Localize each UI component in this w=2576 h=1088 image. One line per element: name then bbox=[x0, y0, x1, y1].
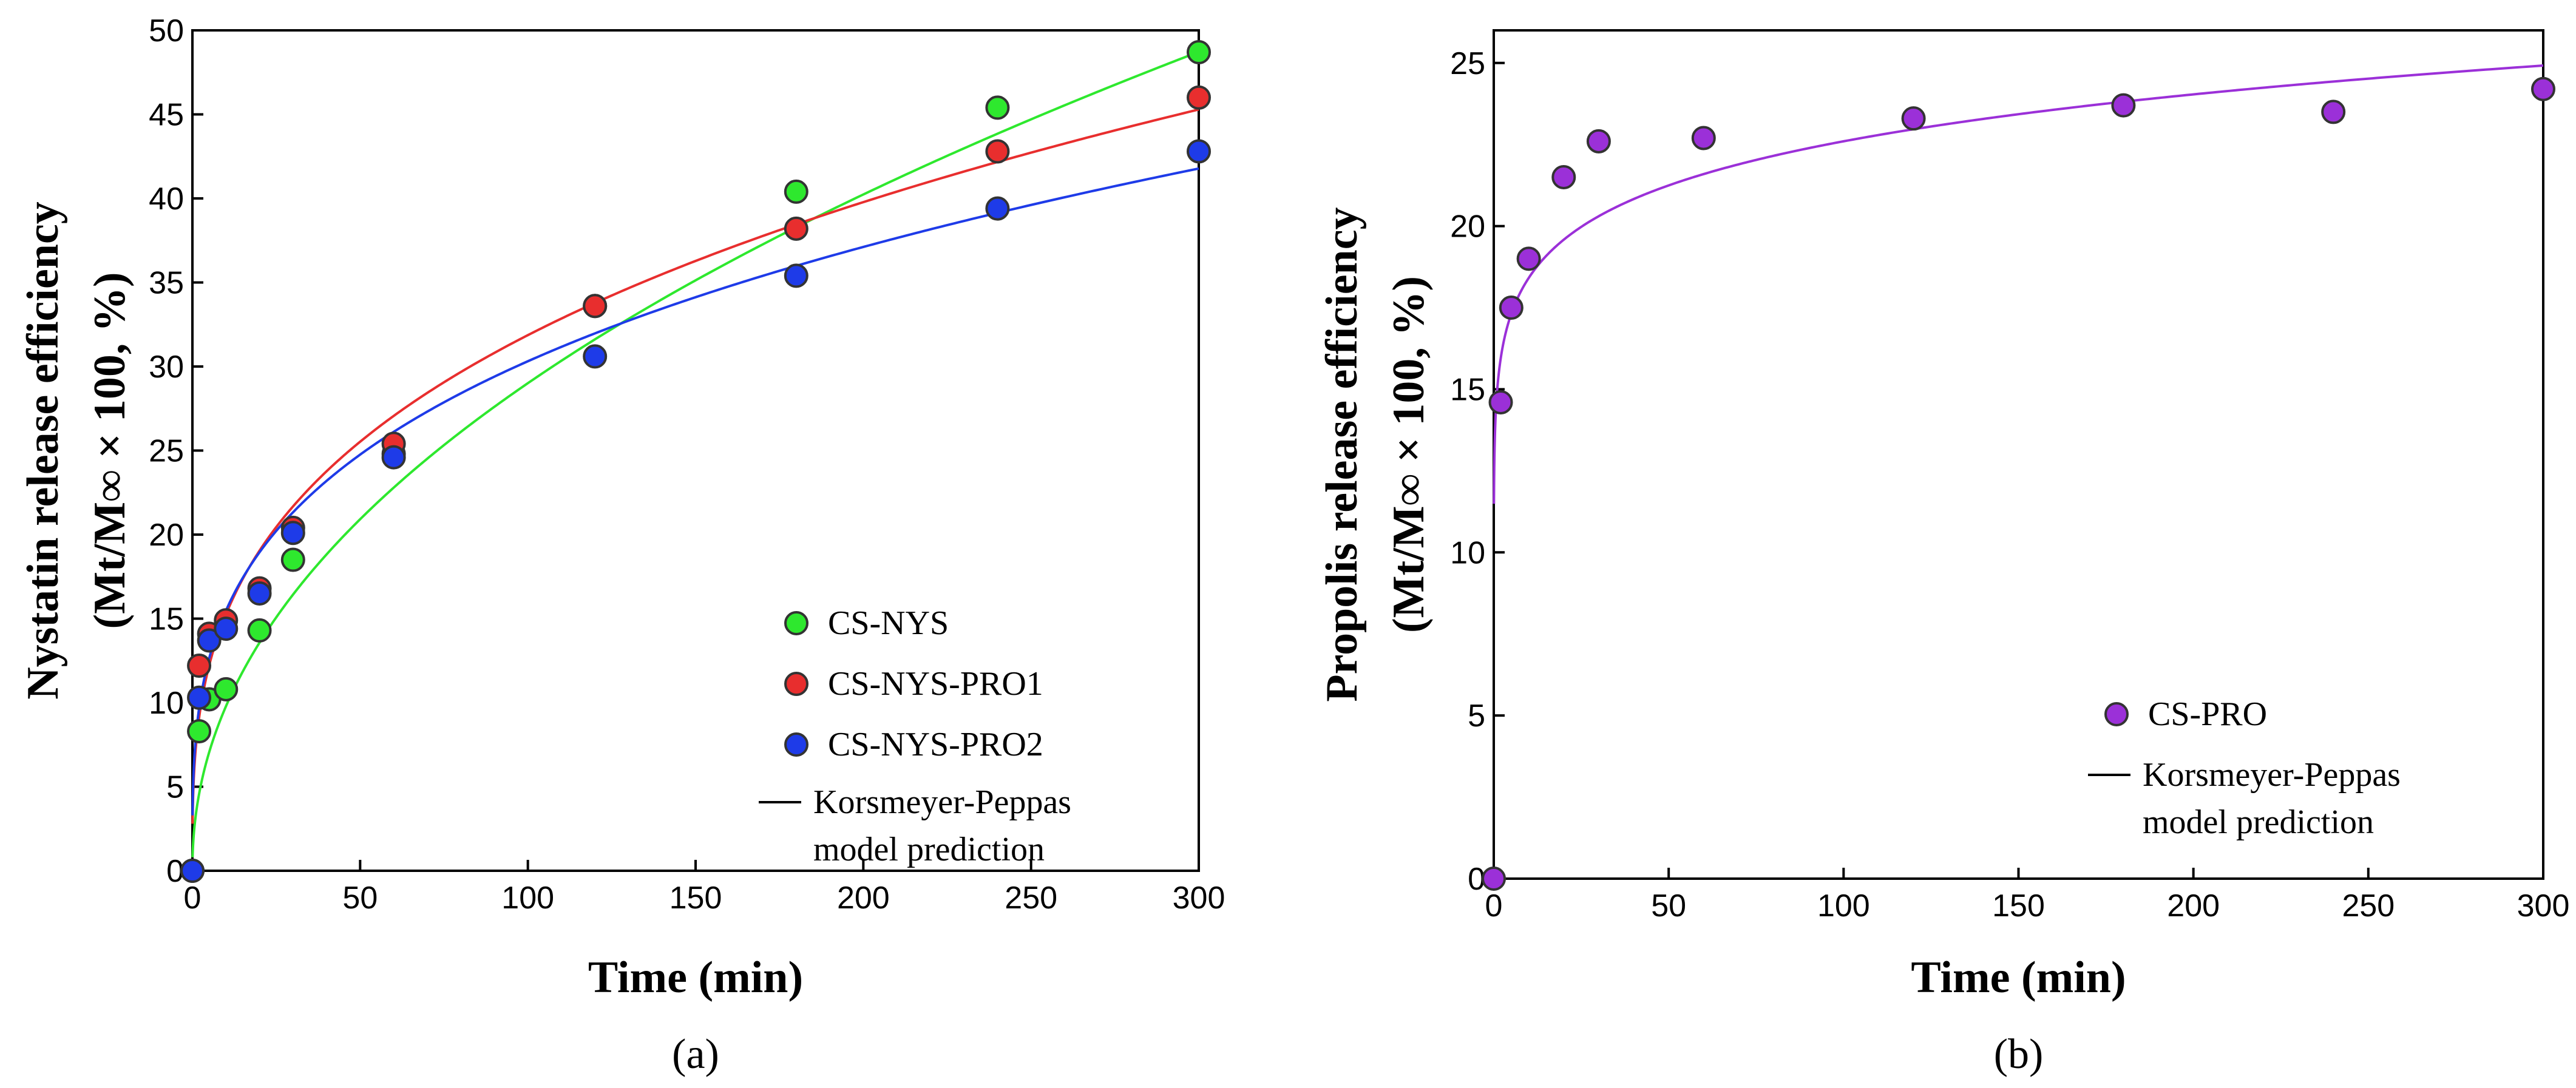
y-tick-label: 30 bbox=[149, 350, 184, 385]
y-tick-label: 35 bbox=[149, 266, 184, 301]
data-point-cs-pro bbox=[1516, 246, 1541, 271]
y-tick-label: 5 bbox=[166, 770, 184, 805]
y-tick-label: 5 bbox=[1468, 698, 1485, 734]
data-point-cs-nys bbox=[187, 719, 212, 744]
panel-a-chart: 0 50 100 150 200 250 30005101520253035404550Ti… bbox=[18, 13, 1225, 1078]
legend: CS-PRO Korsmeyer-Peppas model prediction bbox=[2088, 695, 2401, 841]
data-point-cs-nys-pro2 bbox=[214, 617, 239, 641]
x-tick-label: 200 bbox=[837, 880, 890, 916]
x-tick-label: 300 bbox=[2517, 888, 2570, 924]
data-point-cs-nys-pro2 bbox=[247, 581, 272, 606]
y-tick-label: 20 bbox=[1450, 209, 1485, 245]
y-tick-label: 25 bbox=[149, 434, 184, 469]
y-tick-label: 45 bbox=[149, 98, 184, 133]
x-axis-title: Time (min) bbox=[1911, 953, 2126, 1002]
fit-curve-cs-pro bbox=[1493, 64, 2544, 504]
y-axis-title: Propolis release efficiency bbox=[1317, 207, 1367, 701]
legend-label: CS-NYS-PRO1 bbox=[828, 665, 1043, 703]
y-axis-subtitle: (Mt/M∞ × 100, %) bbox=[85, 272, 135, 629]
legend: CS-NYS CS-NYS-PRO1 CS-NYS-PRO2 Korsmeyer-Pe… bbox=[759, 604, 1071, 868]
x-tick-label: 0 bbox=[1485, 888, 1503, 924]
data-point-cs-pro bbox=[2531, 76, 2555, 101]
y-axis-subtitle: (Mt/M∞ × 100, %) bbox=[1384, 276, 1434, 633]
panel-label: (a) bbox=[672, 1031, 719, 1078]
data-point-cs-nys-pro2 bbox=[280, 521, 305, 546]
y-tick-label: 15 bbox=[149, 602, 184, 637]
data-point-cs-pro bbox=[1901, 106, 1926, 131]
legend-marker bbox=[2104, 702, 2129, 726]
data-point-cs-nys-pro2 bbox=[784, 263, 808, 288]
x-tick-label: 100 bbox=[1817, 888, 1870, 924]
legend-model-label: Korsmeyer-Peppas bbox=[2143, 756, 2401, 794]
y-tick-label: 15 bbox=[1450, 372, 1485, 407]
y-tick-label: 25 bbox=[1450, 46, 1485, 81]
legend-label: CS-PRO bbox=[2148, 695, 2267, 733]
y-tick-label: 50 bbox=[149, 13, 184, 49]
data-point-cs-nys bbox=[247, 618, 272, 643]
y-tick-label: 10 bbox=[149, 686, 184, 721]
data-point-cs-nys-pro2 bbox=[1187, 139, 1211, 164]
x-tick-label: 200 bbox=[2167, 888, 2220, 924]
data-point-cs-pro bbox=[1499, 296, 1524, 320]
x-tick-label: 250 bbox=[1005, 880, 1057, 916]
data-point-cs-pro bbox=[1488, 390, 1513, 414]
legend-label: CS-NYS bbox=[828, 604, 949, 642]
data-point-cs-pro bbox=[1586, 129, 1611, 154]
legend-marker bbox=[784, 672, 808, 696]
plot-frame bbox=[191, 29, 1200, 872]
data-point-cs-nys-pro1 bbox=[583, 294, 608, 319]
data-point-cs-pro bbox=[1551, 164, 1576, 189]
legend-marker bbox=[784, 611, 808, 635]
x-tick-label: 0 bbox=[184, 880, 202, 916]
y-tick-label: 10 bbox=[1450, 535, 1485, 570]
legend-marker bbox=[784, 732, 808, 757]
data-point-cs-nys bbox=[280, 547, 305, 572]
legend-label: CS-NYS-PRO2 bbox=[828, 726, 1043, 763]
data-point-cs-nys-pro1 bbox=[985, 139, 1010, 164]
legend-model-label: Korsmeyer-Peppas bbox=[813, 783, 1071, 821]
plot-frame bbox=[1493, 29, 2544, 880]
data-point-cs-nys bbox=[214, 677, 239, 701]
data-point-cs-nys bbox=[985, 95, 1010, 120]
data-point-cs-nys-pro2 bbox=[187, 685, 212, 710]
data-point-cs-pro bbox=[1482, 867, 1506, 891]
y-tick-label: 40 bbox=[149, 181, 184, 217]
x-tick-label: 250 bbox=[2342, 888, 2395, 924]
data-point-cs-nys-pro1 bbox=[1187, 85, 1211, 110]
data-point-cs-nys-pro1 bbox=[187, 654, 212, 678]
data-point-cs-nys bbox=[1187, 40, 1211, 65]
x-tick-label: 100 bbox=[501, 880, 554, 916]
fit-curve-cs-nys-pro2 bbox=[191, 167, 1199, 816]
data-point-cs-nys-pro2 bbox=[985, 196, 1010, 221]
legend-model-label: model prediction bbox=[813, 831, 1045, 868]
x-axis-title: Time (min) bbox=[588, 953, 803, 1002]
data-point-cs-pro bbox=[2321, 100, 2346, 124]
legend-model-label: model prediction bbox=[2143, 803, 2374, 841]
data-point-cs-nys bbox=[784, 179, 808, 204]
y-tick-label: 20 bbox=[149, 518, 184, 553]
data-point-cs-nys-pro2 bbox=[197, 628, 222, 653]
data-point-cs-nys-pro2 bbox=[180, 859, 205, 883]
panel-label: (b) bbox=[1994, 1031, 2044, 1078]
x-tick-label: 150 bbox=[669, 880, 722, 916]
fit-curve-cs-nys bbox=[191, 50, 1199, 857]
x-tick-label: 50 bbox=[1651, 888, 1686, 924]
x-tick-label: 300 bbox=[1173, 880, 1225, 916]
data-point-cs-pro bbox=[1691, 126, 1716, 150]
data-point-cs-pro bbox=[2111, 93, 2136, 118]
data-point-cs-nys-pro2 bbox=[583, 344, 608, 369]
x-tick-label: 150 bbox=[1992, 888, 2045, 924]
data-point-cs-nys-pro1 bbox=[784, 216, 808, 241]
x-tick-label: 50 bbox=[342, 880, 378, 916]
y-axis-title: Nystatin release efficiency bbox=[18, 201, 68, 700]
data-point-cs-nys-pro2 bbox=[381, 445, 406, 470]
